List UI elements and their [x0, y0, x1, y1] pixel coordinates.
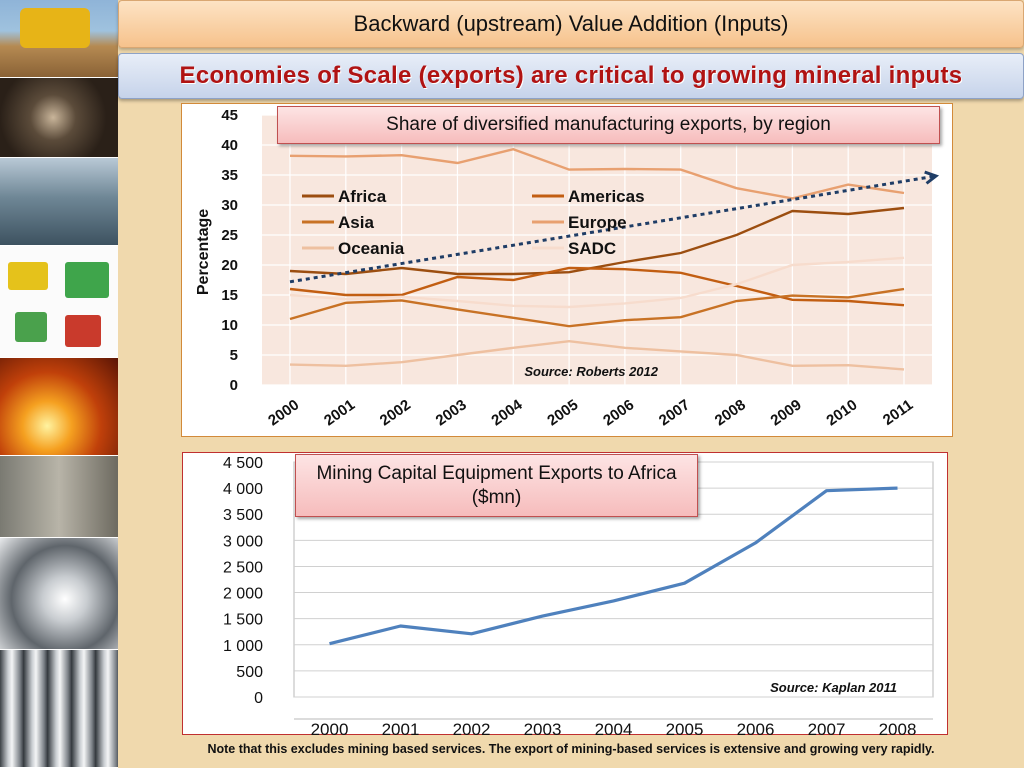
- chart1-legend-label: SADC: [568, 239, 616, 258]
- chart1-ytick-label: 45: [221, 107, 238, 124]
- chart1-legend-label: Americas: [568, 187, 645, 206]
- chart2-ytick-label: 500: [236, 664, 263, 681]
- chart1-xtick-label: 2007: [656, 396, 693, 429]
- chart1-series-americas-line: [289, 266, 905, 307]
- chart2-ytick-label: 3 500: [223, 507, 263, 524]
- chart2-xtick-label: 2008: [879, 720, 917, 736]
- chart1-legend-label: Africa: [338, 187, 387, 206]
- steel-coil-image: [0, 538, 118, 650]
- chart1-xtick-label: 2009: [768, 396, 805, 429]
- chart1-xtick-label: 2010: [823, 396, 860, 429]
- chart1-legend-label: Oceania: [338, 239, 405, 258]
- chart1-xtick-label: 2008: [712, 396, 749, 429]
- chart1-xtick-label: 2001: [321, 396, 358, 429]
- chart1-legend-label: Europe: [568, 213, 627, 232]
- chart2-xtick-label: 2001: [382, 720, 420, 736]
- mining-equipment-chart-title: Mining Capital Equipment Exports to Afri…: [295, 454, 698, 517]
- image-detail: [65, 262, 109, 298]
- chart2-xtick-label: 2005: [666, 720, 704, 736]
- chart2-ytick-label: 1 000: [223, 638, 263, 655]
- chart1-xtick-label: 2006: [600, 396, 637, 429]
- chart1-xtick-label: 2005: [544, 396, 581, 429]
- slide-title-bar: Backward (upstream) Value Addition (Inpu…: [118, 0, 1024, 48]
- chart1-xtick-label: 2002: [377, 396, 414, 429]
- slide-subtitle-bar: Economies of Scale (exports) are critica…: [118, 53, 1024, 99]
- chart1-xtick-label: 2004: [488, 396, 526, 429]
- slide-title: Backward (upstream) Value Addition (Inpu…: [353, 11, 789, 36]
- chart1-ytick-label: 10: [221, 317, 238, 334]
- chart1-xtick-label: 2000: [265, 396, 302, 429]
- image-detail: [65, 315, 101, 347]
- chart1-title-text: Share of diversified manufacturing expor…: [386, 114, 831, 135]
- chart1-ytick-label: 25: [221, 227, 238, 244]
- chart1-xtick-label: 2011: [880, 396, 916, 429]
- chart1-series-asia-line: [289, 287, 905, 328]
- chart1-ytick-label: 30: [221, 197, 238, 214]
- slide-subtitle: Economies of Scale (exports) are critica…: [179, 62, 963, 89]
- chart2-ytick-label: 2 500: [223, 559, 263, 576]
- chart1-trend-arrowhead: [924, 170, 940, 185]
- footer-note: Note that this excludes mining based ser…: [118, 738, 1024, 760]
- chart2-xtick-label: 2006: [737, 720, 775, 736]
- chart1-xtick-label: 2003: [433, 396, 470, 429]
- chart2-series-line: [329, 486, 898, 646]
- chart2-ytick-label: 1 500: [223, 612, 263, 629]
- chart2-ytick-label: 0: [254, 690, 263, 707]
- chart1-ytick-label: 0: [230, 377, 238, 394]
- chart1-source: Source: Roberts 2012: [524, 364, 658, 379]
- chart1-series-oceania-line: [289, 339, 905, 371]
- chart1-ytick-label: 15: [221, 287, 238, 304]
- image-detail: [15, 312, 47, 342]
- side-image-strip: [0, 0, 118, 768]
- image-detail: [20, 8, 90, 48]
- chart2-ytick-label: 2 000: [223, 586, 263, 603]
- chart1-legend-label: Asia: [338, 213, 374, 232]
- chart1-ytick-label: 40: [221, 137, 238, 154]
- diversified-exports-chart-title: Share of diversified manufacturing expor…: [277, 106, 940, 144]
- thickener-plant-image: [0, 158, 118, 246]
- molten-metal-pour-image: [0, 358, 118, 456]
- steel-pipes-image: [0, 650, 118, 768]
- chart1-series-europe-line: [289, 147, 905, 200]
- image-detail: [8, 262, 48, 290]
- chart2-source: Source: Kaplan 2011: [770, 680, 897, 695]
- chart1-ylabel: Percentage: [195, 209, 212, 295]
- chart1-ytick-label: 35: [221, 167, 238, 184]
- chart2-xtick-label: 2004: [595, 720, 633, 736]
- chart1-ytick-label: 20: [221, 257, 238, 274]
- chart2-xtick-label: 2003: [524, 720, 562, 736]
- footer-note-text: Note that this excludes mining based ser…: [207, 742, 935, 756]
- chart1-trend-arrow: [289, 174, 937, 284]
- chart1-series-sadc-line: [289, 256, 905, 309]
- diversified-exports-chart: 0 5 10 15 20 25 30 35 40 45 2000 2001 2002 2003 2004 20…: [195, 107, 940, 429]
- chart2-ytick-label: 4 500: [223, 455, 263, 472]
- chart1-series-africa-line: [289, 206, 905, 276]
- chart1-plot-area: [262, 115, 932, 385]
- mill-machinery-image: [0, 456, 118, 538]
- diversified-exports-chart-panel: 0 5 10 15 20 25 30 35 40 45 2000 2001 2002 2003 2004 20…: [181, 103, 953, 437]
- chart2-xtick-label: 2000: [311, 720, 349, 736]
- chart1-ytick-label: 5: [230, 347, 238, 364]
- chart2-ytick-label: 4 000: [223, 481, 263, 498]
- chart2-xtick-label: 2002: [453, 720, 491, 736]
- chart2-title-text: Mining Capital Equipment Exports to Afri…: [316, 462, 677, 508]
- chart2-ytick-label: 3 000: [223, 533, 263, 550]
- underground-tunnel-image: [0, 78, 118, 158]
- chart2-xtick-label: 2007: [808, 720, 846, 736]
